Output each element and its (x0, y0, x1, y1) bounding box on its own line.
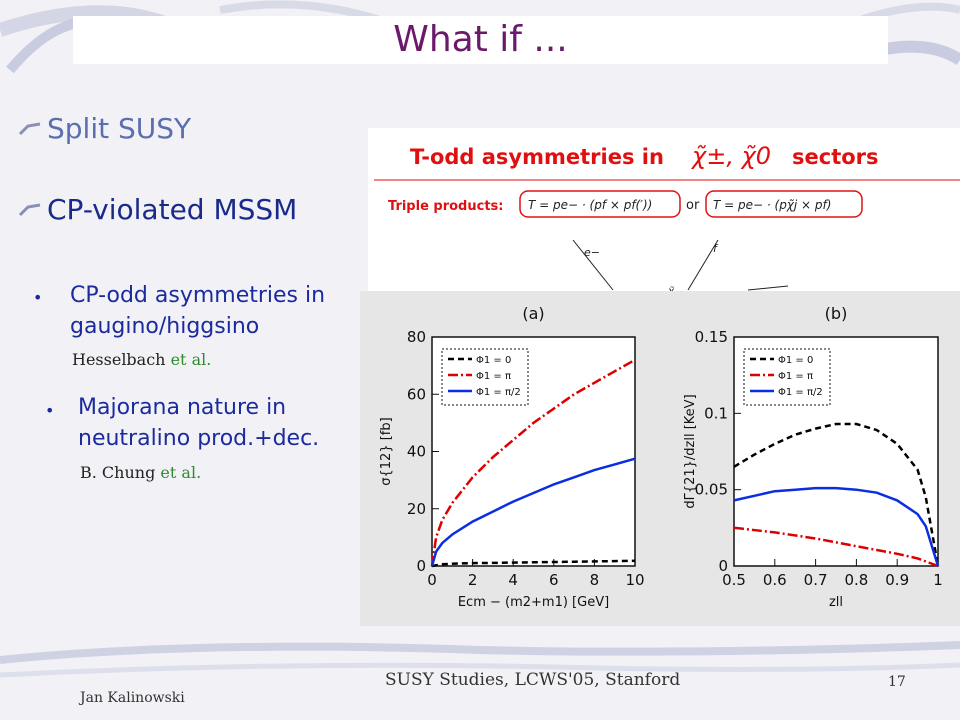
x-tick-label: 10 (625, 571, 644, 589)
subpoint-line: neutralino prod.+dec. (78, 426, 320, 451)
chart-panel-b: (b) 0.5 0.6 0.7 0.8 0.9 1 0 0.05 0.1 0.15 zll dΓ{21}… (683, 304, 943, 610)
subpoint-line: CP-odd asymmetries in (70, 283, 326, 308)
chart-panel-a: (a) 0 2 4 6 8 10 0 20 40 60 80 Ecm − (m2+m1) [GeV] σ{… (379, 304, 645, 610)
series-line-3 (430, 457, 636, 567)
legend-entry: Φ1 = π/2 (778, 387, 823, 398)
tick-bullet-icon (18, 122, 41, 136)
formula-one: T = pe− · (pf × pf(′)) (528, 198, 652, 212)
bullet-cp-violated-mssm: CP-violated MSSM (47, 193, 298, 226)
footer-author: Jan Kalinowski (80, 690, 185, 706)
series-line-2 (733, 526, 939, 568)
y-tick-label: 0 (416, 557, 426, 575)
citation: Hesselbach et al. (72, 350, 211, 369)
tick-bullet-icon (18, 203, 41, 217)
triple-products-label: Triple products: (388, 199, 503, 214)
citation-etal: et al. (170, 350, 212, 369)
figure-heading-suffix: sectors (792, 145, 879, 169)
t-odd-figure: T-odd asymmetries in χ̃±, χ̃0 sectors Tr… (368, 128, 960, 298)
x-tick-label: 0 (427, 571, 437, 589)
x-axis-label: Ecm − (m2+m1) [GeV] (458, 595, 609, 610)
series-line-1 (733, 422, 940, 567)
x-tick-label: 4 (508, 571, 518, 589)
title-bar (73, 16, 888, 64)
panel-label: (b) (825, 304, 848, 323)
figure-heading-prefix: T-odd asymmetries in (410, 145, 664, 169)
diagram-label: e− (584, 246, 600, 259)
x-axis-label: zll (829, 595, 843, 610)
subpoint-line: gaugino/higgsino (70, 314, 260, 339)
series-line-2 (430, 358, 636, 567)
citation: B. Chung et al. (80, 463, 201, 482)
x-tick-label: 2 (468, 571, 478, 589)
legend-entry: Φ1 = π/2 (476, 387, 521, 398)
legend-entry: Φ1 = 0 (476, 355, 511, 366)
series-line-3 (733, 486, 940, 567)
panel-label: (a) (522, 304, 544, 323)
x-tick-label: 0.9 (885, 571, 909, 589)
diagram-label: f (713, 242, 719, 255)
y-axis-label: dΓ{21}/dzll [KeV] (683, 394, 698, 508)
legend-entry: Φ1 = π (778, 371, 813, 382)
x-tick-label: 6 (549, 571, 559, 589)
x-tick-label: 0.8 (844, 571, 868, 589)
x-tick-label: 0.5 (722, 571, 746, 589)
legend-entry: Φ1 = π (476, 371, 511, 382)
x-tick-label: 0.7 (804, 571, 828, 589)
x-tick-label: 8 (590, 571, 600, 589)
y-tick-label: 80 (407, 328, 426, 346)
figure-heading-particles: χ̃±, χ̃0 (690, 142, 771, 170)
legend-entry: Φ1 = 0 (778, 355, 813, 366)
footer-page-number: 17 (888, 674, 906, 690)
y-tick-label: 20 (407, 500, 426, 518)
y-axis-label: σ{12} [fb] (379, 417, 394, 485)
x-tick-label: 0.6 (763, 571, 787, 589)
formula-or: or (686, 198, 700, 213)
citation-author: Hesselbach (72, 350, 166, 369)
slide-title: What if ... (393, 19, 568, 60)
footer-center: SUSY Studies, LCWS'05, Stanford (385, 670, 681, 690)
y-tick-label: 0.15 (695, 328, 728, 346)
y-tick-label: 0 (718, 557, 728, 575)
x-tick-label: 1 (933, 571, 943, 589)
dot-bullet-icon: • (33, 288, 43, 307)
legend-box (441, 348, 529, 406)
y-tick-label: 40 (407, 443, 426, 461)
series-line-1 (431, 559, 636, 568)
y-tick-label: 0.05 (695, 481, 728, 499)
subpoint-line: Majorana nature in (78, 395, 287, 420)
citation-etal: et al. (160, 463, 202, 482)
y-tick-label: 0.1 (704, 404, 728, 422)
formula-two: T = pe− · (pχ̃j × pf) (713, 198, 831, 212)
y-tick-label: 60 (407, 385, 426, 403)
legend-box (743, 348, 831, 406)
citation-author: B. Chung (80, 463, 156, 482)
bullet-split-susy: Split SUSY (47, 112, 192, 145)
dot-bullet-icon: • (45, 401, 55, 420)
